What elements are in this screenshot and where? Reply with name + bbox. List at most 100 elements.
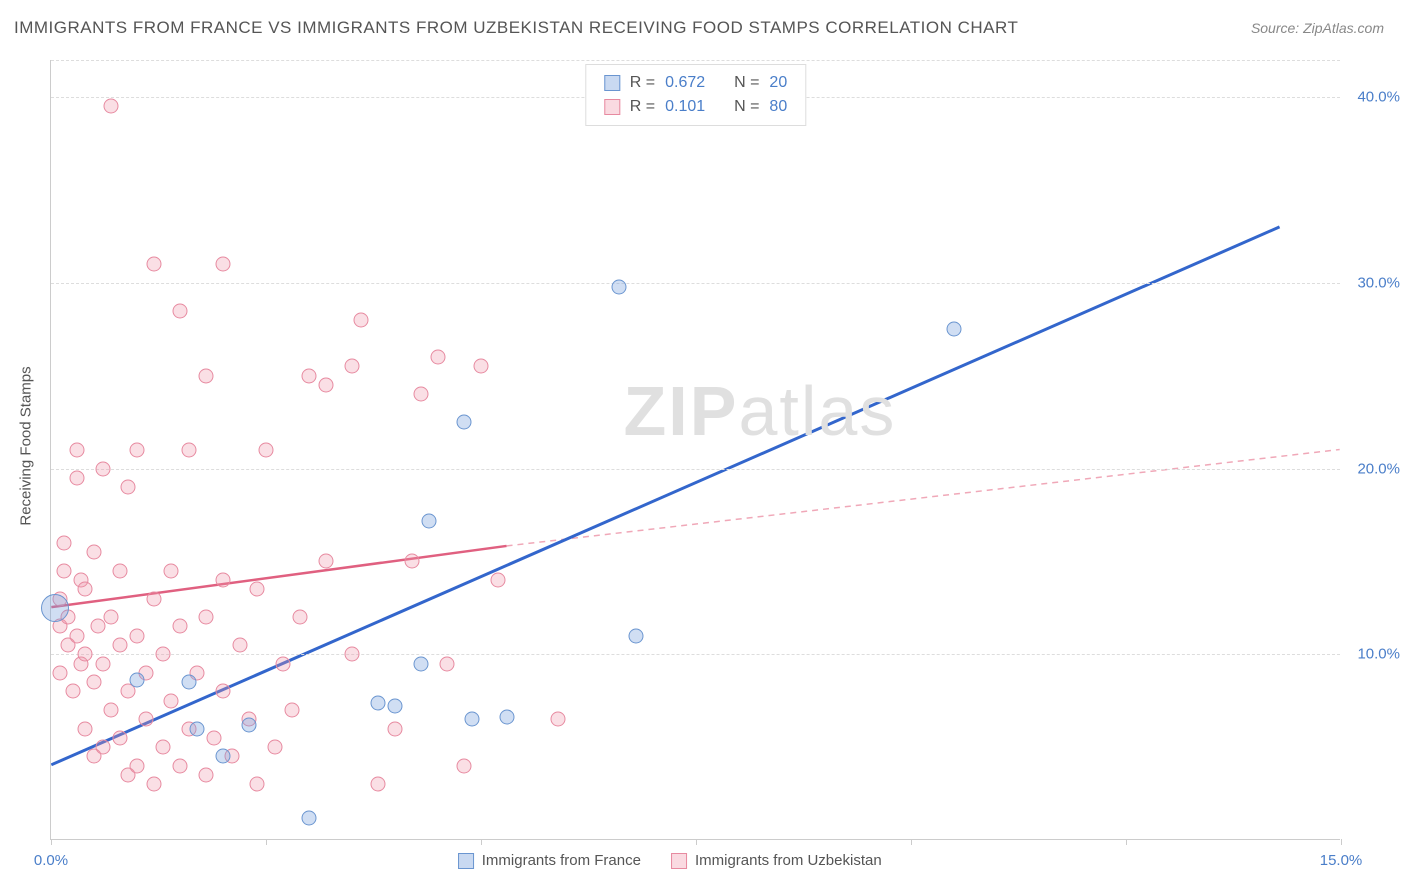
scatter-point bbox=[104, 610, 119, 625]
x-tick bbox=[1341, 839, 1342, 845]
scatter-point bbox=[112, 730, 127, 745]
x-tick bbox=[1126, 839, 1127, 845]
scatter-point bbox=[250, 582, 265, 597]
scatter-point bbox=[439, 656, 454, 671]
x-tick bbox=[266, 839, 267, 845]
chart-container: IMMIGRANTS FROM FRANCE VS IMMIGRANTS FRO… bbox=[0, 0, 1406, 892]
scatter-point bbox=[52, 665, 67, 680]
scatter-point bbox=[130, 628, 145, 643]
scatter-point bbox=[91, 619, 106, 634]
trend-line bbox=[51, 227, 1279, 765]
scatter-point bbox=[104, 99, 119, 114]
scatter-point bbox=[370, 695, 385, 710]
scatter-point bbox=[173, 303, 188, 318]
gridline-h bbox=[51, 654, 1340, 655]
scatter-point bbox=[250, 777, 265, 792]
scatter-point bbox=[69, 443, 84, 458]
gridline-h bbox=[51, 60, 1340, 61]
scatter-point bbox=[293, 610, 308, 625]
source-label: Source: ZipAtlas.com bbox=[1251, 20, 1384, 36]
scatter-point bbox=[198, 368, 213, 383]
y-tick-label: 10.0% bbox=[1357, 646, 1400, 663]
scatter-point bbox=[319, 378, 334, 393]
scatter-point bbox=[130, 443, 145, 458]
scatter-point bbox=[56, 563, 71, 578]
swatch-blue-icon bbox=[604, 75, 620, 91]
scatter-point bbox=[259, 443, 274, 458]
r-label: R = bbox=[630, 95, 655, 119]
y-axis-label: Receiving Food Stamps bbox=[18, 366, 35, 525]
scatter-point bbox=[491, 573, 506, 588]
watermark-rest: atlas bbox=[738, 372, 896, 450]
swatch-pink-icon bbox=[604, 99, 620, 115]
scatter-point bbox=[431, 350, 446, 365]
legend-stats-row-uzbekistan: R = 0.101 N = 80 bbox=[604, 95, 787, 119]
plot-area: ZIPatlas R = 0.672 N = 20 R = 0.101 N = … bbox=[50, 60, 1340, 840]
scatter-point bbox=[345, 359, 360, 374]
scatter-point bbox=[181, 675, 196, 690]
scatter-point bbox=[130, 758, 145, 773]
y-tick-label: 20.0% bbox=[1357, 460, 1400, 477]
scatter-point bbox=[173, 758, 188, 773]
scatter-point bbox=[173, 619, 188, 634]
legend-stats-row-france: R = 0.672 N = 20 bbox=[604, 71, 787, 95]
scatter-point bbox=[628, 628, 643, 643]
scatter-point bbox=[405, 554, 420, 569]
chart-title: IMMIGRANTS FROM FRANCE VS IMMIGRANTS FRO… bbox=[14, 18, 1018, 38]
scatter-point bbox=[422, 513, 437, 528]
scatter-point bbox=[413, 656, 428, 671]
scatter-point bbox=[95, 740, 110, 755]
legend-item-france: Immigrants from France bbox=[458, 852, 641, 869]
scatter-point bbox=[138, 712, 153, 727]
scatter-point bbox=[78, 582, 93, 597]
scatter-point bbox=[216, 257, 231, 272]
scatter-point bbox=[78, 721, 93, 736]
x-tick-label: 15.0% bbox=[1320, 852, 1363, 869]
scatter-point bbox=[267, 740, 282, 755]
scatter-point bbox=[95, 656, 110, 671]
scatter-point bbox=[388, 721, 403, 736]
scatter-point bbox=[190, 721, 205, 736]
scatter-point bbox=[164, 563, 179, 578]
scatter-point bbox=[155, 740, 170, 755]
scatter-point bbox=[345, 647, 360, 662]
legend-label-france: Immigrants from France bbox=[482, 852, 641, 869]
scatter-point bbox=[241, 717, 256, 732]
scatter-point bbox=[216, 749, 231, 764]
scatter-point bbox=[104, 703, 119, 718]
trend-line bbox=[507, 450, 1340, 546]
scatter-point bbox=[302, 368, 317, 383]
scatter-point bbox=[164, 693, 179, 708]
scatter-point bbox=[276, 656, 291, 671]
scatter-point bbox=[198, 610, 213, 625]
scatter-point bbox=[87, 675, 102, 690]
scatter-point bbox=[130, 673, 145, 688]
scatter-point bbox=[95, 461, 110, 476]
n-value-uzbekistan: 80 bbox=[769, 95, 787, 119]
n-value-france: 20 bbox=[769, 71, 787, 95]
scatter-point bbox=[456, 758, 471, 773]
scatter-point bbox=[121, 480, 136, 495]
legend-label-uzbekistan: Immigrants from Uzbekistan bbox=[695, 852, 882, 869]
scatter-point bbox=[499, 710, 514, 725]
y-tick-label: 30.0% bbox=[1357, 274, 1400, 291]
scatter-point bbox=[181, 443, 196, 458]
y-tick-label: 40.0% bbox=[1357, 89, 1400, 106]
scatter-point bbox=[413, 387, 428, 402]
scatter-point bbox=[216, 573, 231, 588]
x-tick-label: 0.0% bbox=[34, 852, 68, 869]
scatter-point bbox=[65, 684, 80, 699]
scatter-point bbox=[41, 594, 69, 622]
scatter-point bbox=[465, 712, 480, 727]
scatter-point bbox=[78, 647, 93, 662]
scatter-point bbox=[319, 554, 334, 569]
n-label: N = bbox=[734, 95, 759, 119]
scatter-point bbox=[112, 638, 127, 653]
watermark-bold: ZIP bbox=[624, 372, 739, 450]
r-value-uzbekistan: 0.101 bbox=[665, 95, 705, 119]
x-tick bbox=[481, 839, 482, 845]
scatter-point bbox=[147, 257, 162, 272]
scatter-point bbox=[87, 545, 102, 560]
scatter-point bbox=[611, 279, 626, 294]
scatter-point bbox=[456, 415, 471, 430]
